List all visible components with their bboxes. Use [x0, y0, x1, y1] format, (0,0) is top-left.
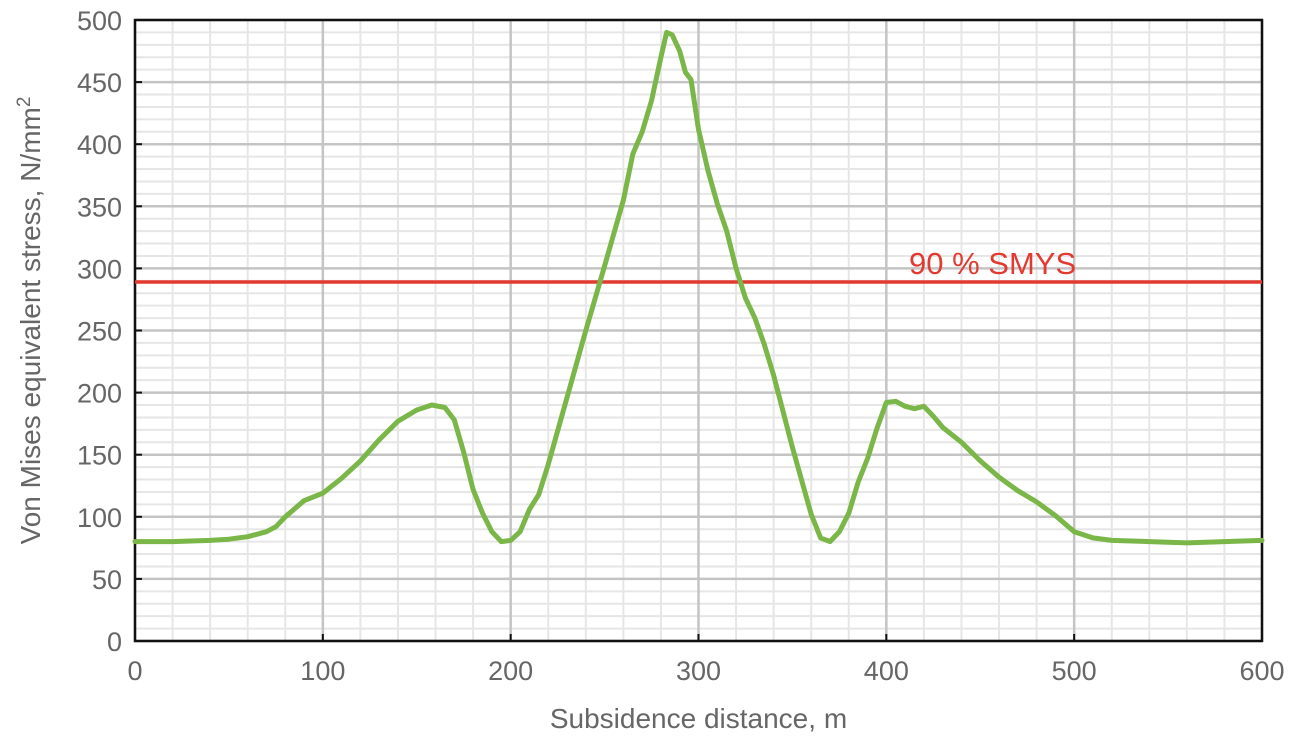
tick-labels: 0 100 200 300 400 500 600 0 50 100 150 200 250 300 350… [77, 6, 1285, 686]
x-tick-label: 0 [127, 656, 142, 686]
x-tick-label: 500 [1052, 656, 1097, 686]
y-tick-label: 300 [77, 254, 122, 284]
y-tick-label: 250 [77, 317, 122, 347]
y-axis-title-main: Von Mises equivalent stress, N/mm [15, 107, 46, 544]
x-axis-title: Subsidence distance, m [550, 703, 847, 734]
reference-label: 90 % SMYS [909, 246, 1076, 281]
x-tick-label: 400 [864, 656, 909, 686]
y-tick-label: 400 [77, 130, 122, 160]
stress-series-line [132, 29, 1265, 546]
y-tick-label: 50 [92, 565, 122, 595]
axes [133, 18, 1264, 643]
y-tick-label: 500 [77, 6, 122, 36]
y-tick-label: 350 [77, 192, 122, 222]
y-tick-label: 150 [77, 441, 122, 471]
y-tick-label: 0 [107, 627, 122, 657]
y-tick-label: 450 [77, 68, 122, 98]
x-tick-label: 100 [300, 656, 345, 686]
y-tick-label: 100 [77, 503, 122, 533]
y-tick-label: 200 [77, 379, 122, 409]
y-axis-title: Von Mises equivalent stress, N/mm2 [14, 97, 47, 545]
x-tick-label: 600 [1239, 656, 1284, 686]
y-axis-title-superscript: 2 [14, 97, 35, 108]
series-layer [132, 29, 1265, 546]
x-tick-label: 300 [676, 656, 721, 686]
x-tick-label: 200 [488, 656, 533, 686]
